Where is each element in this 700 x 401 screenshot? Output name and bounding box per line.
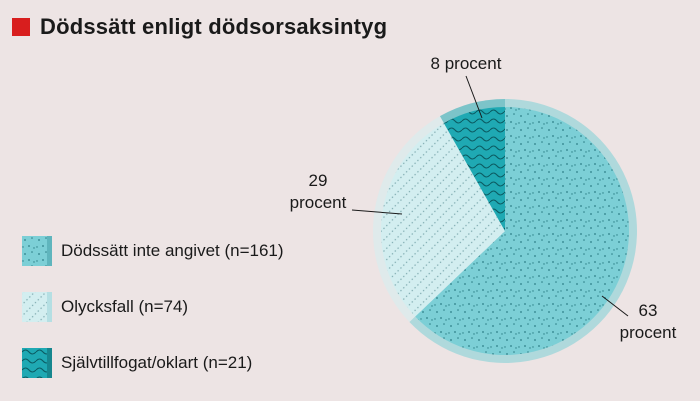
pie-slice-not-specified [415,107,629,355]
legend-label-accident: Olycksfall (n=74) [61,297,189,316]
leader-line-self-inflicted [465,75,483,119]
legend-label-not-specified: Dödssätt inte angivet (n=161) [61,241,284,260]
percent-label-not-specified: 63 procent [620,301,677,342]
pie-slice-self-inflicted [443,107,505,231]
title-marker [12,18,30,36]
legend-item-not-specified: Dödssätt inte angivet (n=161) [22,236,284,266]
pie-slices [373,99,638,363]
legend-label-self-inflicted: Självtillfogat/oklart (n=21) [61,353,253,372]
title-text: Dödssätt enligt dödsorsaksintyg [40,14,388,39]
leader-line-not-specified [601,295,629,317]
percent-label-accident: 29 procent [290,171,347,212]
chart-title: Dödssätt enligt dödsorsaksintyg [12,14,387,40]
legend-swatch-not-specified [22,236,52,266]
legend-swatch-accident [22,292,52,322]
legend-item-self-inflicted: Självtillfogat/oklart (n=21) [22,348,284,378]
leader-line-accident [351,209,403,215]
legend-item-accident: Olycksfall (n=74) [22,292,284,322]
legend-swatch-self-inflicted [22,348,52,378]
pie-labels: 63 procent 29 procent 8 procent [290,54,677,342]
pie-slice-accident [380,123,505,317]
percent-label-self-inflicted: 8 procent [431,54,502,73]
legend: Dödssätt inte angivet (n=161) Olycksfall… [22,236,284,378]
